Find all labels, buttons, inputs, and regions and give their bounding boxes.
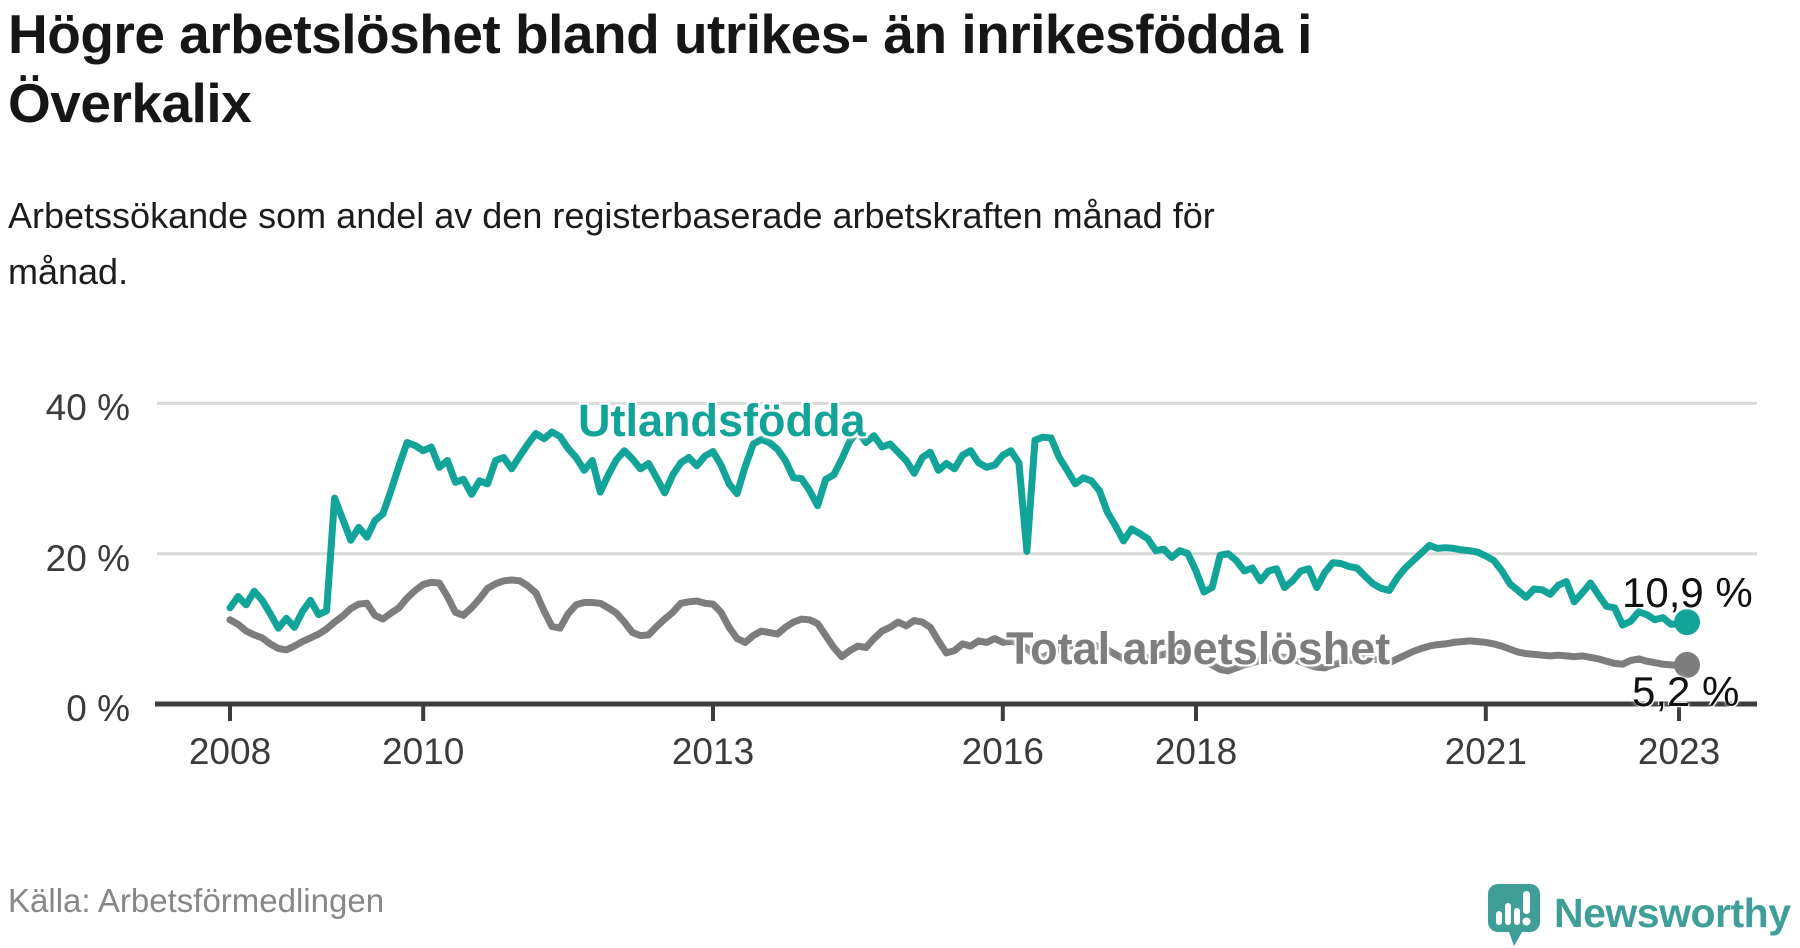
x-tick-label: 2008	[188, 731, 272, 772]
x-tick-label: 2016	[961, 731, 1044, 772]
end-value-total: 5,2 %	[1632, 668, 1740, 715]
gridlines	[157, 401, 1757, 556]
x-tick-label: 2021	[1444, 731, 1527, 772]
y-tick-label: 0 %	[66, 688, 130, 729]
newsworthy-bar-chart-icon	[1488, 884, 1540, 946]
x-tick-label: 2018	[1154, 731, 1238, 772]
x-tick-label: 2013	[671, 731, 755, 772]
y-tick-label: 40 %	[45, 387, 130, 429]
series-label-utlandsfodda: Utlandsfödda	[578, 395, 866, 446]
chart-subtitle: Arbetssökande som andel av den registerb…	[8, 195, 1215, 292]
source-note: Källa: Arbetsförmedlingen	[8, 882, 385, 919]
x-tick-label: 2010	[382, 731, 465, 772]
y-tick-label: 20 %	[45, 537, 130, 579]
end-value-utlandsfodda: 10,9 %	[1622, 569, 1753, 616]
newsworthy-logo: Newsworthy	[1488, 884, 1791, 948]
chart-title: Högre arbetslöshet bland utrikes- än inr…	[8, 3, 1312, 134]
line-total	[226, 576, 1691, 675]
line-utlandsfodda	[226, 427, 1691, 632]
data-series	[226, 427, 1691, 675]
newsworthy-logo-text: Newsworthy	[1554, 890, 1791, 936]
x-axis	[155, 701, 1757, 721]
series-label-total-arbetsloshet: Total arbetslöshet	[1006, 623, 1391, 674]
end-point-dots	[1674, 609, 1701, 678]
x-tick-label: 2023	[1637, 731, 1721, 772]
